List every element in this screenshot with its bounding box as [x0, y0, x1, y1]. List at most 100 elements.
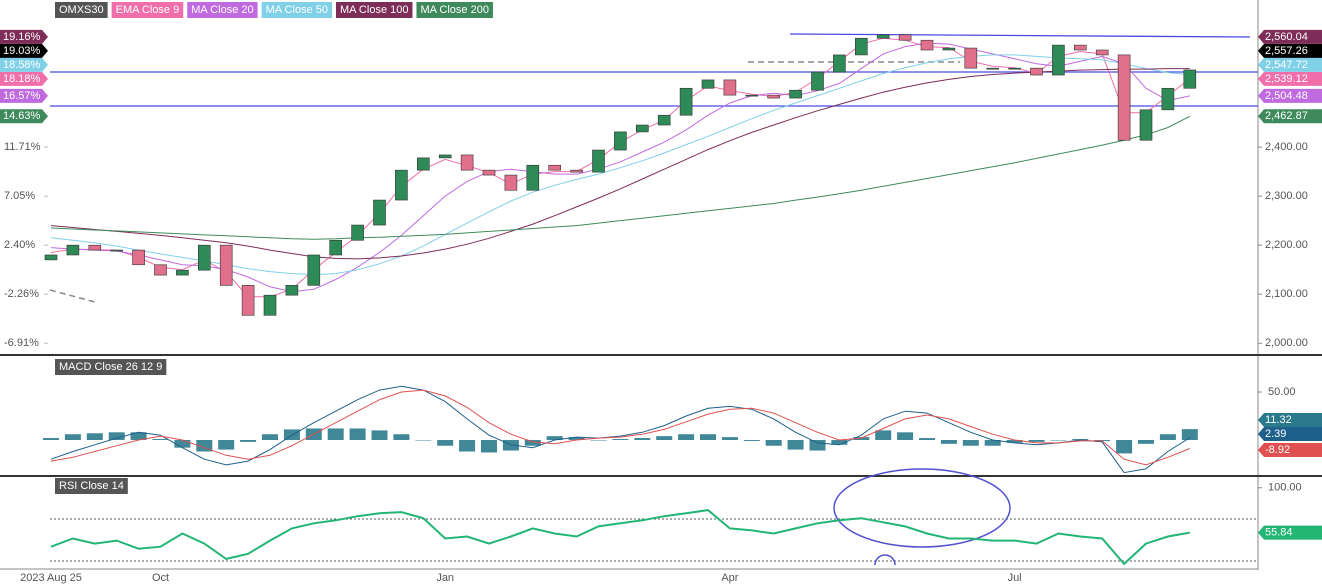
candle [176, 269, 189, 276]
candle [767, 94, 781, 99]
y-tick-label: 2,400.00 [1265, 141, 1308, 153]
ma-line [50, 68, 1190, 260]
histogram-bar [919, 438, 935, 440]
value-badge [1258, 29, 1322, 44]
histogram-bar [743, 439, 760, 441]
candle [701, 79, 715, 89]
y-tick-label: 50.00 [1268, 386, 1296, 398]
histogram-bar [940, 439, 957, 444]
candle [307, 254, 321, 286]
macd-line [50, 385, 1191, 474]
pane-label-box [55, 359, 167, 375]
x-tick-label: Jul [1008, 572, 1022, 584]
pane-label: MACD Close 26 12 9 [59, 361, 162, 373]
candle [789, 89, 802, 99]
candle [1074, 44, 1087, 51]
ma-line [50, 115, 1191, 240]
histogram-bar [1138, 439, 1154, 444]
candle [1052, 44, 1065, 76]
left-tick-label: 11.71% [4, 141, 41, 153]
histogram-bar [1006, 439, 1023, 443]
histogram-bar [481, 439, 497, 453]
candle [898, 34, 912, 41]
pane-label-box [261, 2, 332, 18]
histogram-bar [787, 439, 804, 450]
pane-label-box [187, 2, 258, 18]
histogram-bar [546, 436, 563, 440]
histogram-bar [437, 439, 454, 446]
value-badge-label: 2,504.48 [1265, 90, 1308, 102]
candle [416, 157, 430, 171]
candle [526, 164, 540, 191]
candle [110, 249, 123, 252]
annotation-ellipse [833, 468, 1011, 548]
macd-line [50, 389, 1190, 466]
histogram-bar [240, 439, 257, 442]
value-badge-label: 18.58% [3, 59, 41, 71]
candle [132, 249, 145, 266]
histogram-bar [43, 438, 59, 440]
left-tick-label: -6.91% [4, 337, 39, 349]
value-badge [1258, 427, 1322, 441]
left-tick-label: 2.40% [4, 239, 35, 251]
candle [285, 285, 299, 296]
histogram-bar [612, 439, 629, 440]
value-badge-label: 11.32 [1265, 414, 1292, 426]
histogram-bar [524, 439, 541, 446]
x-tick-label: Jan [436, 572, 454, 584]
value-badge [1258, 109, 1322, 124]
candle [44, 254, 58, 261]
histogram-bar [108, 432, 125, 440]
value-badge-label: 2,462.87 [1265, 110, 1308, 122]
ma-line [50, 54, 1190, 276]
candle [657, 114, 671, 126]
value-badge [1258, 71, 1322, 86]
candle [833, 54, 846, 73]
histogram-bar [130, 432, 147, 440]
histogram-bar [984, 439, 1001, 446]
histogram-bar [349, 428, 366, 440]
histogram-bar [459, 439, 476, 452]
histogram-bar [897, 432, 914, 440]
candle [88, 244, 102, 251]
pane-label: OMXS30 [59, 4, 104, 16]
candle [811, 71, 824, 91]
value-badge-label: 16.57% [3, 90, 41, 102]
candle [1161, 87, 1175, 111]
pane-label: EMA Close 9 [116, 4, 180, 16]
value-badge [1258, 88, 1322, 103]
candle [504, 174, 518, 191]
rsi-line [50, 509, 1190, 566]
histogram-bar [152, 439, 169, 440]
value-badge [0, 88, 48, 103]
histogram-bar [393, 434, 410, 440]
left-tick-label: 7.05% [4, 190, 35, 202]
value-badge [0, 109, 48, 124]
pane-label-box [111, 2, 184, 18]
histogram-bar [196, 439, 213, 452]
histogram-bar [721, 437, 738, 440]
candle [854, 37, 868, 56]
y-tick-label: 2,000.00 [1265, 337, 1308, 349]
histogram-bar [371, 430, 388, 440]
value-badge-label: -8.92 [1265, 444, 1290, 456]
histogram-bar [962, 439, 979, 446]
value-badge-label: 19.16% [3, 31, 41, 43]
value-badge [0, 29, 48, 44]
pane-label: MA Close 50 [266, 4, 328, 16]
value-badge-label: 2,547.72 [1265, 59, 1308, 71]
x-tick-label: Apr [721, 572, 738, 584]
histogram-bar [262, 434, 278, 440]
pane-label-box [55, 2, 108, 18]
candle [351, 224, 364, 241]
value-badge-label: 55.84 [1265, 527, 1293, 539]
candle [920, 39, 934, 51]
candle [154, 264, 167, 276]
trend-line [789, 33, 1251, 38]
value-badge-label: 2,560.04 [1265, 31, 1308, 43]
pane-label: MA Close 200 [420, 4, 488, 16]
annotation-arc [874, 554, 896, 566]
candle [986, 67, 1000, 70]
value-badge [0, 71, 48, 86]
histogram-bar [218, 439, 235, 450]
